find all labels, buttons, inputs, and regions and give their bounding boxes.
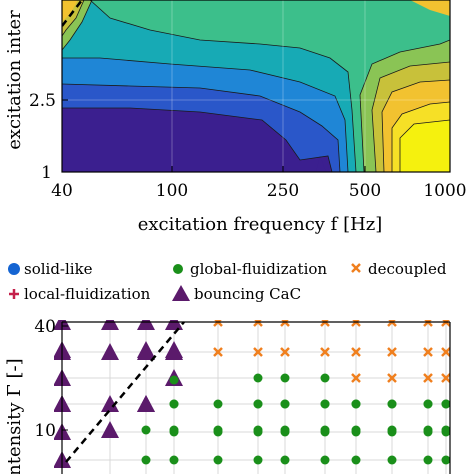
- point-global-fluidization: [169, 375, 179, 385]
- point-global-fluidization: [169, 455, 179, 465]
- point-global-fluidization: [280, 373, 290, 383]
- legend-marker-decoupled: [351, 263, 361, 273]
- point-decoupled: [441, 373, 450, 383]
- point-global-fluidization: [441, 399, 450, 409]
- point-global-fluidization: [213, 455, 223, 465]
- top-grid: [62, 0, 450, 172]
- top-y-axis-label: excitation inter: [4, 10, 25, 150]
- point-global-fluidization: [441, 427, 450, 437]
- point-global-fluidization: [423, 399, 433, 409]
- point-decoupled: [387, 373, 397, 383]
- point-global-fluidization: [213, 427, 223, 437]
- top-y-tick-1: 1: [41, 163, 52, 183]
- legend-label-decoupled: decoupled: [368, 260, 447, 278]
- point-global-fluidization: [423, 427, 433, 437]
- point-decoupled: [253, 347, 263, 357]
- point-global-fluidization: [169, 399, 179, 409]
- bottom-y-tick-40: 40: [34, 317, 56, 337]
- point-bouncing-cac: [101, 343, 119, 360]
- legend-marker-bouncing-cac: [172, 285, 190, 301]
- point-global-fluidization: [423, 455, 433, 465]
- point-decoupled: [441, 347, 450, 357]
- contour-plot: [62, 0, 450, 172]
- point-global-fluidization: [351, 427, 361, 437]
- contour-band-bright-yellow: [400, 120, 450, 172]
- bottom-y-axis-label: intensity Γ [-]: [4, 358, 25, 474]
- contour-band-yellow-green: [128, 0, 450, 172]
- top-x-ticks: [61, 166, 451, 172]
- top-dashed-line: [62, 0, 83, 27]
- bottom-dashed-line: [65, 321, 185, 463]
- point-global-fluidization: [213, 399, 223, 409]
- point-global-fluidization: [280, 427, 290, 437]
- point-global-fluidization: [280, 455, 290, 465]
- point-global-fluidization: [320, 455, 330, 465]
- point-global-fluidization: [141, 455, 151, 465]
- point-global-fluidization: [441, 455, 450, 465]
- point-global-fluidization: [280, 399, 290, 409]
- legend-marker-global-fluidization: [173, 264, 183, 274]
- point-global-fluidization: [253, 427, 263, 437]
- point-decoupled: [320, 347, 330, 357]
- top-x-axis-label: excitation frequency f [Hz]: [138, 214, 383, 235]
- point-global-fluidization: [141, 425, 151, 435]
- point-global-fluidization: [320, 399, 330, 409]
- point-decoupled: [351, 373, 361, 383]
- top-y-ticks: [62, 99, 68, 173]
- legend-label-solid-like: solid-like: [24, 260, 93, 278]
- point-global-fluidization: [253, 373, 263, 383]
- point-bouncing-cac: [101, 421, 119, 438]
- point-decoupled: [423, 347, 433, 357]
- top-x-tick-500: 500: [349, 181, 381, 201]
- legend-label-local-fluidization: local-fluidization: [24, 285, 151, 303]
- legend-label-bouncing-cac: bouncing CaC: [194, 285, 301, 303]
- point-decoupled: [351, 347, 361, 357]
- point-global-fluidization: [387, 455, 397, 465]
- point-global-fluidization: [387, 399, 397, 409]
- point-global-fluidization: [253, 455, 263, 465]
- point-global-fluidization: [387, 427, 397, 437]
- top-x-tick-40: 40: [51, 181, 73, 201]
- top-x-tick-100: 100: [156, 181, 188, 201]
- bottom-y-ticks: [62, 325, 68, 431]
- contour-notch-dark: [316, 156, 326, 172]
- point-decoupled: [280, 347, 290, 357]
- contour-band-yellow-top-right: [410, 0, 450, 16]
- point-global-fluidization: [320, 427, 330, 437]
- point-decoupled: [387, 347, 397, 357]
- point-global-fluidization: [351, 399, 361, 409]
- legend-marker-solid-like: [8, 263, 20, 275]
- legend-marker-local-fluidization: [9, 289, 19, 299]
- top-axes-frame: [61, 0, 451, 173]
- point-global-fluidization: [253, 399, 263, 409]
- bottom-scatter-points: [54, 320, 450, 468]
- bottom-axes-frame: [61, 321, 451, 474]
- point-global-fluidization: [169, 427, 179, 437]
- bottom-axes-bg: [62, 322, 450, 474]
- top-x-tick-1000: 1000: [423, 181, 466, 201]
- point-global-fluidization: [320, 373, 330, 383]
- point-decoupled: [213, 347, 223, 357]
- legend: solid-like global-fluidization decoupled…: [8, 260, 447, 303]
- top-x-tick-250: 250: [267, 181, 299, 201]
- contour-band-orange-left: [62, 0, 78, 22]
- bottom-y-tick-10: 10: [34, 421, 56, 441]
- point-global-fluidization: [351, 455, 361, 465]
- contour-band-green: [62, 0, 450, 172]
- top-y-tick-2-5: 2.5: [29, 91, 56, 111]
- point-bouncing-cac: [137, 343, 155, 360]
- contour-lines: [62, 0, 450, 172]
- point-bouncing-cac: [101, 395, 119, 412]
- point-bouncing-cac: [165, 343, 183, 360]
- legend-label-global-fluidization: global-fluidization: [190, 260, 327, 278]
- point-bouncing-cac: [137, 395, 155, 412]
- point-decoupled: [423, 373, 433, 383]
